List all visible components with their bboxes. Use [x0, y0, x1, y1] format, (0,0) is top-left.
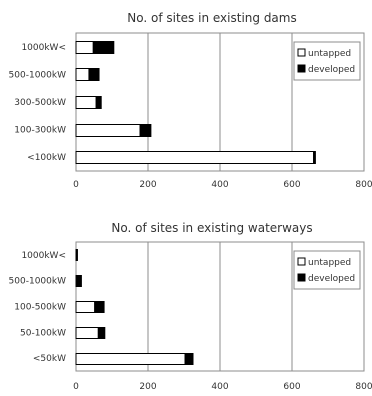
bar-developed [94, 301, 105, 313]
legend-label-developed: developed [308, 274, 355, 284]
bar-developed [95, 96, 102, 109]
legend-box [293, 250, 361, 290]
y-tick-label: 100-300kW [14, 126, 66, 136]
bar-developed [76, 275, 82, 287]
x-tick-label: 800 [355, 180, 372, 190]
legend-swatch-developed [297, 64, 306, 73]
bar-untapped [75, 301, 96, 313]
y-tick-label: 100-500kW [14, 303, 66, 313]
chart-title: No. of sites in existing dams [127, 11, 296, 25]
legend-box [293, 41, 361, 81]
bar-developed [92, 41, 115, 54]
legend-swatch-untapped [297, 257, 306, 266]
y-tick-label: 500-1000kW [9, 277, 67, 287]
x-tick-label: 400 [211, 180, 228, 190]
bar-developed [88, 68, 100, 81]
y-tick-label: 300-500kW [14, 98, 66, 108]
x-tick-label: 600 [283, 180, 300, 190]
bar-developed [97, 327, 106, 339]
y-tick-label: 1000kW< [21, 43, 66, 53]
bar-untapped [75, 96, 97, 109]
bar-developed [75, 249, 78, 261]
legend-label-untapped: untapped [308, 258, 351, 268]
x-tick-label: 0 [73, 180, 79, 190]
x-tick-label: 200 [139, 180, 156, 190]
x-tick-label: 200 [139, 382, 156, 391]
bar-untapped [75, 124, 141, 137]
bar-untapped [75, 151, 315, 164]
y-tick-label: <100kW [27, 153, 66, 163]
bar-developed [184, 353, 194, 365]
legend-label-untapped: untapped [308, 49, 351, 59]
bar-developed [139, 124, 152, 137]
legend-swatch-untapped [297, 48, 306, 57]
y-tick-label: 50-100kW [20, 328, 66, 338]
chart-title: No. of sites in existing waterways [111, 221, 312, 235]
y-tick-label: <50kW [33, 354, 66, 364]
legend-swatch-developed [297, 273, 306, 282]
y-tick-label: 500-1000kW [9, 70, 67, 80]
bar-untapped [75, 68, 90, 81]
y-tick-label: 1000kW< [21, 251, 66, 261]
bar-developed [313, 151, 316, 164]
bar-untapped [75, 327, 99, 339]
x-tick-label: 800 [355, 382, 372, 391]
bar-untapped [75, 41, 94, 54]
x-tick-label: 600 [283, 382, 300, 391]
x-tick-label: 400 [211, 382, 228, 391]
legend-label-developed: developed [308, 65, 355, 75]
x-tick-label: 0 [73, 382, 79, 391]
bar-untapped [75, 353, 186, 365]
